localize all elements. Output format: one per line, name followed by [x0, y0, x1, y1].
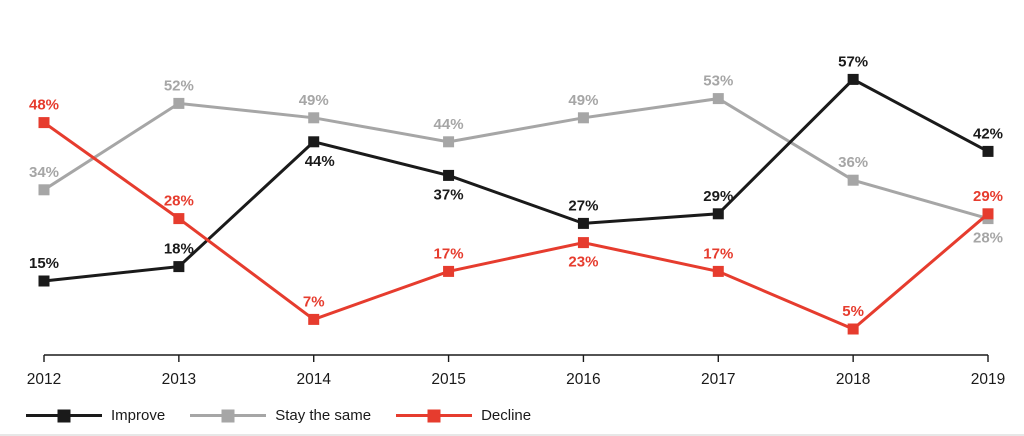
- data-point-label-improve: 42%: [973, 125, 1003, 142]
- series-line-decline: [43, 121, 989, 331]
- data-point-marker-stay-the-same: [308, 112, 320, 124]
- data-point-marker-decline: [38, 117, 50, 129]
- x-tick-label: 2016: [566, 371, 600, 388]
- data-point-label-decline: 17%: [703, 245, 733, 262]
- series-line-stay-the-same: [43, 97, 989, 221]
- data-point-marker-stay-the-same: [847, 174, 859, 186]
- x-tick-label: 2014: [296, 371, 331, 388]
- data-point-marker-stay-the-same: [173, 97, 185, 109]
- legend-swatch-decline-icon: [396, 409, 473, 422]
- series-improve: 15% 18% 44% 37% 27% 29% 57% 42%: [29, 53, 1003, 287]
- legend-item-stay-the-same: Stay the same: [190, 407, 371, 424]
- data-point-marker-decline: [577, 237, 589, 249]
- legend-item-decline: Decline: [396, 407, 531, 424]
- x-tick-label: 2012: [27, 371, 61, 388]
- data-point-marker-improve: [173, 261, 185, 273]
- data-point-label-stay-the-same: 34%: [29, 164, 59, 181]
- data-point-label-improve: 37%: [434, 186, 464, 203]
- data-point-marker-improve: [38, 275, 50, 287]
- data-point-marker-improve: [847, 73, 859, 85]
- data-point-marker-stay-the-same: [577, 112, 589, 124]
- data-point-label-decline: 28%: [164, 193, 194, 210]
- data-point-label-stay-the-same: 49%: [299, 92, 329, 109]
- data-point-label-stay-the-same: 52%: [164, 77, 194, 94]
- series-decline: 48% 28% 7% 17% 23% 17% 5% 29%: [29, 97, 1003, 335]
- legend-swatch-stay-the-same-icon: [190, 409, 267, 422]
- data-point-label-stay-the-same: 28%: [973, 230, 1003, 247]
- data-point-label-decline: 48%: [29, 97, 59, 114]
- chart-legend: Improve Stay the same Decline: [26, 407, 531, 424]
- data-point-label-stay-the-same: 44%: [434, 116, 464, 133]
- data-point-label-decline: 5%: [842, 303, 864, 320]
- data-point-label-stay-the-same: 49%: [568, 92, 598, 109]
- legend-swatch-improve-icon: [26, 409, 102, 422]
- legend-label-decline: Decline: [481, 407, 532, 424]
- x-axis: 2012 2013 2014 2015 2016 2017 2018 2019: [27, 354, 1005, 388]
- legend-label-stay-the-same: Stay the same: [275, 407, 372, 424]
- legend-item-improve: Improve: [26, 407, 165, 424]
- data-point-marker-decline: [173, 213, 185, 225]
- data-point-marker-decline: [847, 323, 859, 335]
- data-point-label-stay-the-same: 36%: [838, 154, 868, 171]
- data-point-label-decline: 29%: [973, 188, 1003, 205]
- data-point-marker-decline: [443, 265, 455, 277]
- data-point-label-improve: 15%: [29, 255, 59, 272]
- data-point-label-decline: 17%: [434, 245, 464, 262]
- data-point-marker-stay-the-same: [712, 93, 724, 105]
- x-tick-label: 2018: [836, 371, 870, 388]
- data-point-marker-decline: [308, 313, 320, 325]
- data-point-marker-improve: [308, 136, 320, 148]
- data-point-label-decline: 7%: [303, 293, 325, 310]
- x-tick-label: 2017: [701, 371, 735, 388]
- data-point-label-improve: 27%: [568, 197, 598, 214]
- data-point-marker-improve: [712, 208, 724, 220]
- data-point-marker-decline: [982, 208, 994, 220]
- series-line-improve: [43, 77, 989, 283]
- legend-square-marker-icon: [57, 409, 71, 422]
- x-tick-label: 2019: [971, 371, 1005, 388]
- legend-square-marker-icon: [427, 409, 441, 422]
- data-point-marker-stay-the-same: [38, 184, 50, 196]
- data-point-label-improve: 44%: [305, 153, 335, 170]
- data-point-marker-improve: [577, 217, 589, 229]
- data-point-label-decline: 23%: [568, 254, 598, 271]
- data-point-marker-decline: [712, 265, 724, 277]
- data-point-marker-stay-the-same: [443, 136, 455, 148]
- legend-square-marker-icon: [221, 409, 235, 422]
- x-tick-label: 2013: [162, 371, 196, 388]
- data-point-label-improve: 29%: [703, 188, 733, 205]
- data-point-marker-improve: [443, 169, 455, 181]
- legend-label-improve: Improve: [111, 407, 166, 424]
- data-point-label-improve: 57%: [838, 53, 868, 70]
- data-point-label-improve: 18%: [164, 241, 194, 258]
- data-point-marker-improve: [982, 145, 994, 157]
- chart-canvas: 2012 2013 2014 2015 2016 2017 2018 2019 34% 52% 49…: [27, 53, 1005, 388]
- x-tick-label: 2015: [431, 371, 465, 388]
- data-point-label-stay-the-same: 53%: [703, 73, 733, 90]
- series-stay-the-same: 34% 52% 49% 44% 49% 53% 36% 28%: [29, 73, 1003, 247]
